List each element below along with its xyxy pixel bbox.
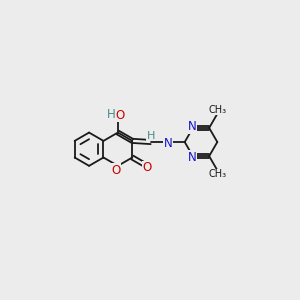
Text: N: N — [164, 137, 172, 150]
Text: O: O — [142, 161, 152, 174]
Text: CH₃: CH₃ — [208, 169, 226, 179]
Text: H: H — [147, 130, 155, 141]
Text: N: N — [188, 151, 196, 164]
Text: H: H — [106, 108, 115, 121]
Text: O: O — [115, 109, 124, 122]
Text: CH₃: CH₃ — [208, 105, 226, 115]
Text: O: O — [111, 164, 121, 177]
Text: N: N — [188, 120, 196, 133]
